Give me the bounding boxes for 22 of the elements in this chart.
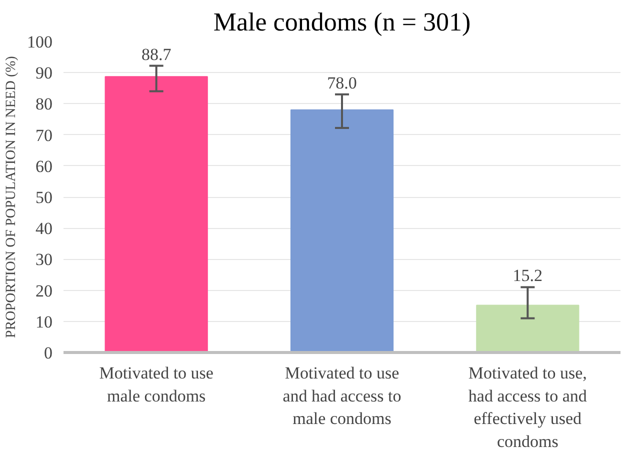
- y-tick-label: 50: [36, 188, 52, 207]
- y-tick-label: 90: [36, 64, 52, 83]
- y-tick-label: 100: [27, 32, 52, 52]
- y-tick-label: 10: [36, 312, 52, 332]
- x-tick-label: Motivated to use and had access to male condoms: [282, 364, 402, 428]
- y-axis-title: PROPORTION OF POPULATION IN NEED (%): [4, 56, 19, 338]
- x-tick-label: Motivated to use male condoms: [99, 364, 214, 406]
- data-label: 78.0: [327, 73, 357, 92]
- bar: [290, 109, 394, 352]
- y-tick-label: 60: [36, 156, 52, 176]
- data-label: 88.7: [141, 44, 172, 64]
- x-tick-label: Motivated to use, had access to and effectively used condoms: [468, 364, 588, 451]
- y-tick-label: 30: [36, 250, 52, 270]
- y-tick-label: 80: [36, 94, 52, 114]
- y-tick-label: 0: [44, 344, 52, 362]
- data-label: 15.2: [512, 266, 543, 286]
- bar: [104, 76, 208, 352]
- bar: [476, 304, 580, 352]
- y-tick-label: 70: [36, 126, 52, 145]
- y-tick-label: 20: [36, 281, 52, 300]
- chart-title: Male condoms (n = 301): [213, 8, 471, 36]
- y-tick-label: 40: [36, 219, 52, 238]
